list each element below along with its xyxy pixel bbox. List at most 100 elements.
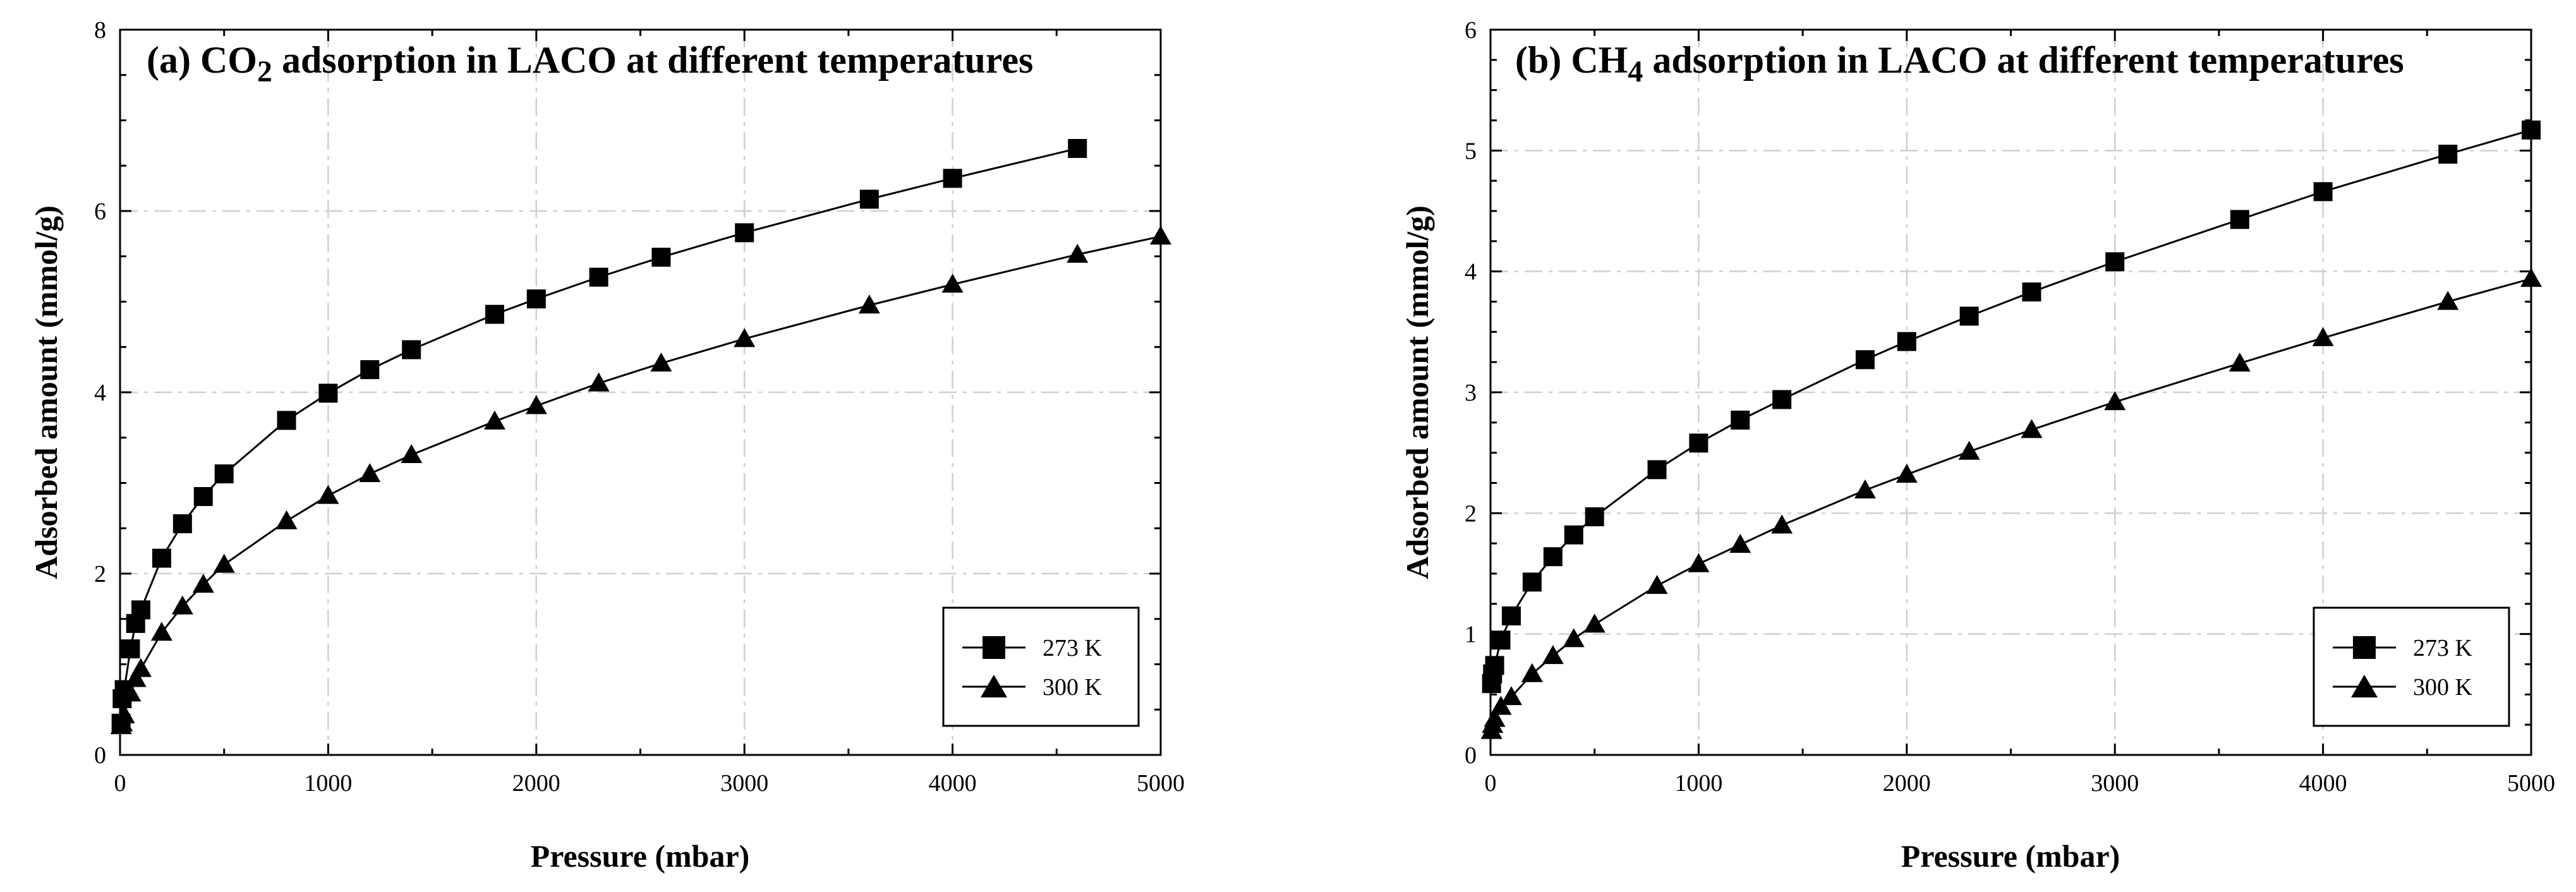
grid-lines (1491, 30, 2531, 755)
data-point-300k (317, 485, 339, 504)
data-point-273k (360, 360, 380, 380)
y-tick-label: 6 (1465, 17, 1477, 44)
x-axis-title: Pressure (mbar) (531, 838, 750, 874)
data-point-273k (651, 248, 671, 267)
y-tick-label: 6 (94, 198, 106, 225)
data-point-300k (2520, 268, 2542, 287)
y-tick-label: 5 (1465, 138, 1477, 164)
data-point-300k (1729, 534, 1751, 553)
data-point-273k (1501, 606, 1521, 625)
data-point-300k (1490, 696, 1512, 715)
y-tick-label: 4 (94, 380, 106, 406)
y-axis-title: Adsorbed amount (mmol/g) (28, 205, 64, 579)
chart-title-subscript: 4 (1628, 55, 1643, 88)
legend: 273 K 300 K (2313, 606, 2510, 727)
data-point-300k (1688, 553, 1710, 572)
data-point-273k (526, 289, 546, 309)
data-point-300k (2312, 327, 2334, 346)
chart-title: (b) CH4 adsorption in LACO at different … (1515, 39, 2404, 88)
data-point-273k (1772, 390, 1792, 409)
data-point-300k (150, 622, 172, 641)
data-point-273k (1564, 525, 1583, 545)
data-point-300k (2228, 353, 2251, 372)
chart-title-prefix: (b) CH (1515, 39, 1628, 81)
data-point-300k (124, 668, 147, 687)
legend-square-marker (2353, 636, 2376, 659)
y-tick-label: 0 (94, 742, 106, 769)
y-tick-labels: 0 2 4 6 8 (94, 17, 106, 769)
data-point-300k (119, 682, 142, 702)
data-point-273k (1491, 630, 1511, 650)
x-axis-title: Pressure (mbar) (1901, 838, 2120, 874)
y-tick-label: 8 (94, 17, 106, 44)
data-point-300k (113, 704, 135, 723)
series-line-273k (1491, 129, 2532, 684)
y-tick-label: 0 (1465, 742, 1477, 769)
data-point-300k (525, 395, 547, 414)
data-point-300k (171, 595, 193, 615)
data-point-300k (2021, 419, 2043, 438)
chart-title-prefix: (a) CO (147, 39, 257, 81)
data-point-273k (1897, 332, 1916, 351)
data-point-273k (1585, 507, 1604, 527)
x-tick-label: 2000 (512, 770, 560, 797)
data-point-300k (192, 574, 214, 593)
data-point-273k (1731, 411, 1750, 430)
data-point-300k (650, 353, 672, 372)
x-tick-label: 1000 (1674, 770, 1722, 797)
data-point-300k (1150, 226, 1171, 245)
x-tick-label: 4000 (929, 770, 977, 797)
x-tick-label: 3000 (720, 770, 768, 797)
y-tick-label: 2 (1465, 500, 1477, 527)
legend-label-273k: 273 K (1043, 635, 1103, 661)
legend-box (942, 606, 1140, 727)
data-point-273k (2438, 145, 2458, 164)
x-tick-label: 0 (1485, 770, 1497, 797)
data-point-273k (859, 190, 879, 209)
x-tick-label: 1000 (304, 770, 352, 797)
data-point-273k (193, 487, 213, 507)
x-tick-label: 5000 (2507, 770, 2555, 797)
chart-title-subscript: 2 (257, 55, 272, 88)
data-point-273k (214, 464, 234, 484)
data-point-300k (130, 658, 152, 677)
legend-box (2313, 606, 2510, 727)
y-tick-label: 1 (1465, 622, 1477, 648)
legend-label-300k: 300 K (2413, 674, 2473, 701)
data-point-273k (152, 548, 171, 568)
data-point-300k (1067, 243, 1089, 263)
series-group (1480, 120, 2542, 739)
data-point-273k (735, 223, 754, 243)
legend-label-300k: 300 K (1043, 674, 1103, 701)
legend-square-marker (983, 636, 1005, 659)
y-tick-label: 4 (1465, 259, 1477, 286)
data-point-300k (941, 274, 964, 293)
data-point-273k (402, 340, 421, 359)
data-point-300k (1500, 686, 1522, 706)
data-point-273k (2105, 252, 2125, 272)
data-point-273k (1647, 460, 1667, 479)
chart-title-suffix: adsorption in LACO at different temperat… (1643, 39, 2404, 81)
data-point-300k (1521, 663, 1543, 682)
data-point-300k (359, 463, 381, 483)
data-point-273k (1522, 572, 1542, 592)
chart-title-suffix: adsorption in LACO at different temperat… (272, 39, 1033, 81)
data-point-300k (401, 444, 423, 464)
legend: 273 K 300 K (942, 606, 1140, 727)
data-point-273k (121, 639, 140, 659)
data-point-300k (1646, 575, 1668, 594)
y-tick-label: 3 (1465, 380, 1477, 406)
data-point-273k (1959, 306, 1979, 326)
legend-triangle-marker (981, 675, 1007, 697)
data-point-300k (1771, 514, 1793, 534)
data-point-273k (172, 514, 192, 534)
data-point-300k (1542, 645, 1564, 665)
y-tick-label: 2 (94, 561, 106, 588)
data-point-300k (483, 410, 505, 430)
y-axis-title: Adsorbed amount (mmol/g) (1400, 205, 1435, 579)
data-point-273k (1068, 138, 1087, 158)
data-point-273k (943, 169, 962, 188)
data-point-273k (2313, 182, 2333, 202)
legend-triangle-marker (2351, 675, 2378, 697)
